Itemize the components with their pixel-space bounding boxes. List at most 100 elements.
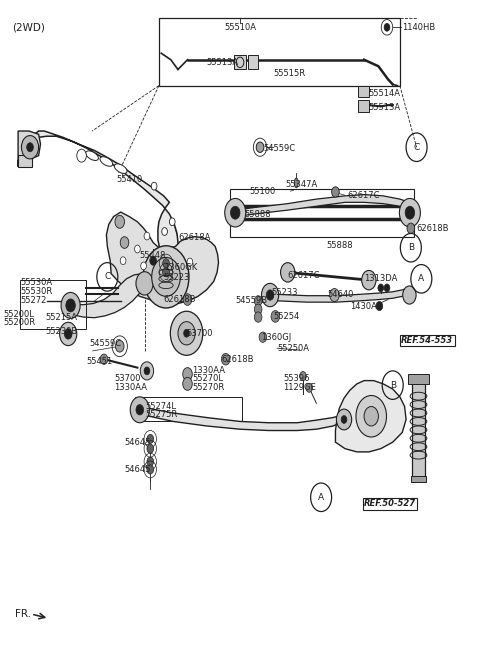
Circle shape [330,288,339,301]
Bar [234,55,246,70]
Text: 54559C: 54559C [263,144,295,153]
Circle shape [403,286,416,304]
Circle shape [256,142,264,152]
Text: FR.: FR. [15,609,31,619]
Circle shape [141,262,146,270]
Circle shape [162,228,168,236]
Circle shape [136,404,144,415]
Circle shape [271,311,280,322]
Text: 55530A: 55530A [21,278,53,287]
Circle shape [66,299,75,312]
Circle shape [336,409,352,430]
Circle shape [130,397,149,422]
Text: 55347A: 55347A [285,180,318,189]
Bar [411,476,426,482]
Text: 62618A: 62618A [178,234,210,242]
Text: 1140HB: 1140HB [402,23,435,32]
Polygon shape [20,131,178,271]
Bar [229,189,414,237]
Text: 55272: 55272 [21,296,47,305]
Text: 62618B: 62618B [221,355,253,365]
Circle shape [230,206,240,219]
Circle shape [100,354,108,365]
Text: B: B [408,243,414,252]
Circle shape [183,378,192,391]
Circle shape [300,372,306,381]
Text: 55888: 55888 [245,210,271,219]
Text: 55888: 55888 [326,241,352,249]
Bar [21,280,86,329]
Circle shape [144,367,150,375]
Text: 55233: 55233 [271,288,298,297]
Polygon shape [229,195,409,215]
Circle shape [183,294,192,305]
Text: 1313DA: 1313DA [364,274,397,283]
Circle shape [120,237,129,249]
Circle shape [120,256,126,264]
Text: 1129GE: 1129GE [283,383,316,392]
Text: C: C [413,143,420,152]
Text: C: C [104,272,110,281]
Text: 62618B: 62618B [417,224,449,233]
Circle shape [151,182,157,190]
Circle shape [259,332,267,342]
Text: 55215A: 55215A [45,312,77,322]
Text: 54645: 54645 [124,437,151,447]
Text: 55274L: 55274L [145,402,177,411]
Circle shape [134,245,140,253]
Circle shape [143,246,189,308]
Text: A: A [318,493,324,502]
Circle shape [60,322,77,346]
Text: 1360GJ: 1360GJ [262,333,292,342]
Circle shape [221,353,230,365]
Text: 55530R: 55530R [21,286,53,296]
Bar [359,100,369,111]
Text: 55223: 55223 [164,273,190,282]
Text: 1430AK: 1430AK [350,301,382,311]
Text: B: B [390,381,396,390]
Circle shape [384,284,390,292]
Circle shape [306,383,312,393]
Text: 54559C: 54559C [90,339,122,348]
Text: 55514A: 55514A [369,89,401,98]
Circle shape [170,311,203,355]
Circle shape [384,23,390,31]
Text: 1330AA: 1330AA [115,383,147,392]
Circle shape [341,415,347,423]
Polygon shape [18,131,40,167]
Circle shape [254,312,262,322]
Text: 62617C: 62617C [288,271,320,280]
Text: 55100: 55100 [250,187,276,197]
Ellipse shape [100,157,113,166]
Ellipse shape [294,178,298,187]
Polygon shape [269,288,409,302]
Polygon shape [107,212,218,303]
Text: 55270R: 55270R [192,383,225,392]
Circle shape [163,258,169,268]
Circle shape [136,271,153,295]
Circle shape [140,362,154,380]
Text: 55200R: 55200R [4,318,36,327]
Text: 55254: 55254 [274,312,300,321]
Circle shape [147,457,154,466]
Circle shape [364,406,378,426]
Text: 55513A: 55513A [369,104,401,112]
Circle shape [147,434,154,443]
Text: 55513A: 55513A [206,59,239,68]
Text: 55270L: 55270L [192,374,223,383]
Circle shape [184,329,190,337]
Text: REF.50-527: REF.50-527 [364,499,416,508]
Ellipse shape [86,151,98,160]
Text: 55510A: 55510A [224,23,256,32]
Polygon shape [336,381,406,452]
Circle shape [144,232,150,240]
Ellipse shape [114,164,127,173]
Text: 54640: 54640 [327,290,354,299]
Text: 62617C: 62617C [348,191,380,201]
Circle shape [178,322,195,345]
Text: 55230B: 55230B [45,327,78,337]
Text: 55275R: 55275R [145,410,178,419]
Circle shape [22,135,38,159]
Circle shape [254,296,262,306]
Circle shape [254,304,262,314]
